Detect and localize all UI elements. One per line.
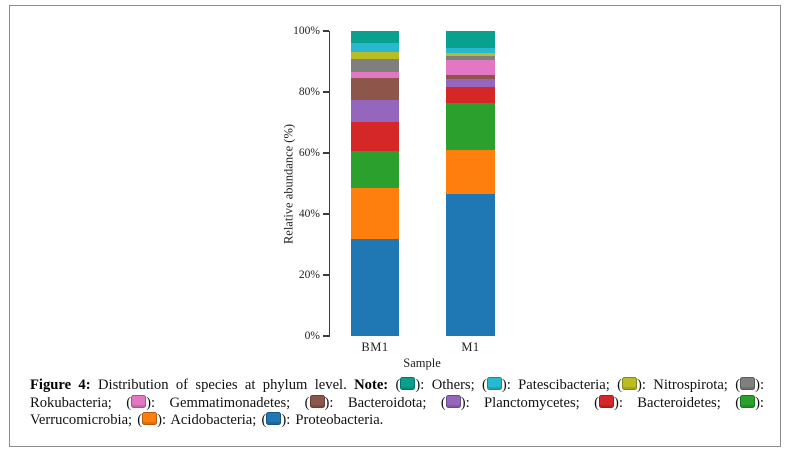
y-tick-mark <box>323 335 329 337</box>
y-tick-mark <box>323 30 329 32</box>
bar-segment-nitrospirota <box>351 51 399 60</box>
legend-label-rokubacteria: ): Rokubacteria; <box>30 377 765 411</box>
bar-segment-rokubacteria <box>446 55 495 60</box>
legend-swatch-rokubacteria <box>740 377 756 390</box>
caption-body: Distribution of species at phylum level. <box>97 377 347 393</box>
y-tick-mark <box>323 91 329 93</box>
bar-segment-patescibacteria <box>446 47 495 53</box>
bar-segment-proteobacteria <box>351 239 399 336</box>
caption-legend: (): Others; (): Patescibacteria; (): Nit… <box>30 377 765 429</box>
legend-label-nitrospirota: ): Nitrospirota; <box>637 377 736 393</box>
y-tick-mark <box>323 152 329 154</box>
bar-segment-bacteroidota <box>446 74 495 80</box>
y-tick-label: 40% <box>298 208 320 220</box>
y-tick-label: 0% <box>304 330 320 342</box>
x-tick-label-M1: M1 <box>461 340 480 354</box>
caption-figure-label: Figure 4: <box>30 377 91 393</box>
y-tick-label: 20% <box>298 269 320 281</box>
legend-swatch-bacteroidetes <box>598 394 614 408</box>
legend-label-verrucomicrobia: ): Verrucomicrobia; <box>30 394 764 429</box>
legend-label-bacteroidetes: ): Bacteroidetes; <box>613 394 736 411</box>
bar-segment-bacteroidetes <box>351 122 399 152</box>
bar-segment-nitrospirota <box>446 52 495 56</box>
bar-segment-bacteroidetes <box>446 86 495 103</box>
legend-label-bacteroidota: ): Bacteroidota; <box>324 394 441 411</box>
y-tick-label: 80% <box>298 86 320 98</box>
legend-label-acidobacteria: ): Acidobacteria; <box>157 412 262 429</box>
legend-label-others: ): Others; <box>415 377 483 393</box>
bar-segment-rokubacteria <box>351 59 399 73</box>
y-tick-mark <box>323 213 329 215</box>
y-axis-label: Relative abundance (%) <box>281 123 296 245</box>
legend-swatch-patescibacteria <box>486 377 502 390</box>
bar-BM1 <box>351 31 399 336</box>
y-tick-label: 60% <box>298 147 320 159</box>
x-tick-label-BM1: BM1 <box>361 340 389 354</box>
bar-segment-gemmatimonadetes <box>446 59 495 75</box>
legend-label-planctomycetes: ): Planctomycetes; <box>460 394 595 411</box>
legend-swatch-gemmatimonadetes <box>131 394 147 408</box>
legend-label-patescibacteria: ): Patescibacteria; <box>501 377 618 393</box>
y-tick-label: 100% <box>293 25 320 37</box>
y-tick-mark <box>323 274 329 276</box>
bar-M1 <box>446 31 495 336</box>
figure-caption: Figure 4: Distribution of species at phy… <box>30 377 764 430</box>
caption-note-label: Note: <box>354 377 389 393</box>
bar-segment-gemmatimonadetes <box>351 72 399 79</box>
legend-label-gemmatimonadetes: ): Gemmatimonadetes; <box>146 394 305 411</box>
legend-swatch-proteobacteria <box>266 412 282 426</box>
bar-segment-verrucomicrobia <box>351 151 399 188</box>
bar-segment-planctomycetes <box>446 79 495 87</box>
legend-swatch-nitrospirota <box>622 377 637 390</box>
bar-segment-bacteroidota <box>351 78 399 100</box>
legend-swatch-verrucomicrobia <box>740 394 756 408</box>
legend-swatch-bacteroidota <box>309 394 325 408</box>
legend-label-proteobacteria: ): Proteobacteria. <box>281 412 384 429</box>
bar-segment-others <box>351 31 399 44</box>
bar-segment-others <box>446 31 495 48</box>
legend-swatch-planctomycetes <box>445 394 461 408</box>
legend-swatch-others <box>400 377 416 390</box>
bar-segment-patescibacteria <box>351 43 399 52</box>
legend-swatch-acidobacteria <box>142 412 158 426</box>
bar-segment-acidobacteria <box>446 149 495 194</box>
bar-segment-planctomycetes <box>351 99 399 123</box>
bar-segment-proteobacteria <box>446 193 495 336</box>
x-axis-label: Sample <box>403 356 441 370</box>
bar-segment-acidobacteria <box>351 187 399 240</box>
bar-segment-verrucomicrobia <box>446 102 495 150</box>
y-axis-line <box>329 31 331 337</box>
